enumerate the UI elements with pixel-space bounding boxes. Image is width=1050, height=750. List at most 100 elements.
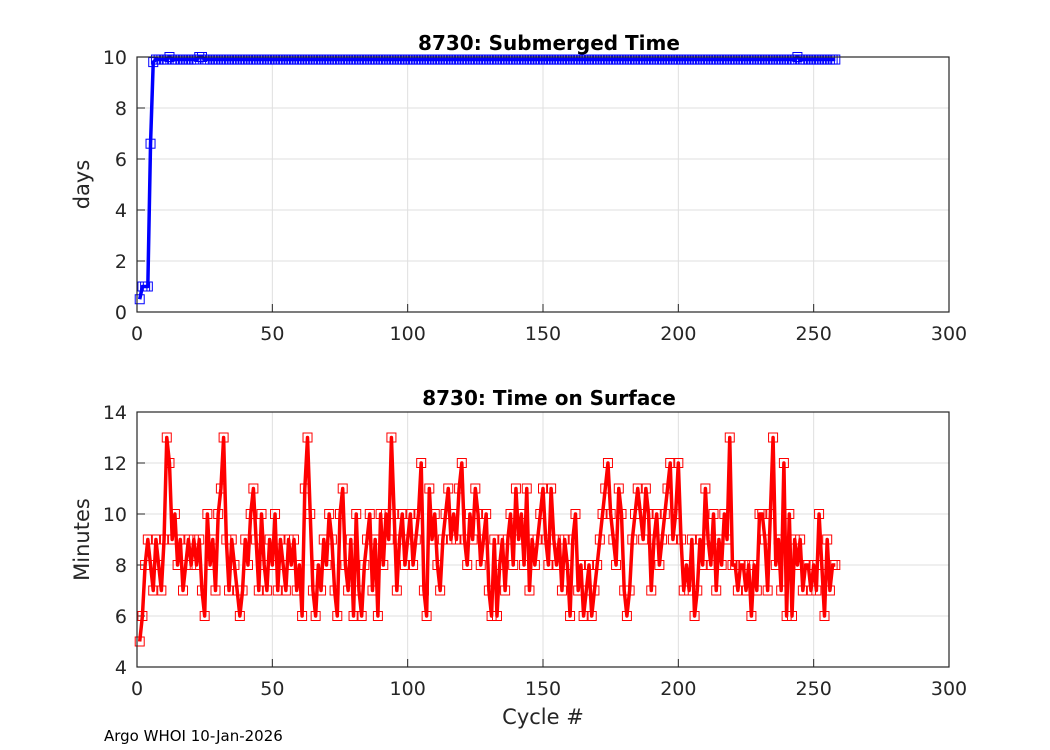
data-point-marker: [169, 509, 180, 519]
data-point-marker: [605, 509, 616, 519]
data-point-marker: [602, 458, 613, 468]
data-point-marker: [448, 509, 459, 519]
x-tick-label: 100: [390, 678, 426, 700]
data-point-marker: [137, 611, 148, 621]
data-point-marker: [270, 509, 281, 519]
data-point-marker: [378, 560, 389, 570]
data-point-marker: [619, 585, 630, 596]
surface-time-axes: 0 50 100 150 200 250 300 4 6 8 10 12 14 8730: Time on…: [70, 386, 967, 729]
data-point-marker: [481, 509, 492, 519]
data-point-marker: [757, 509, 768, 519]
y-tick-label: 6: [115, 606, 127, 628]
data-point-marker: [616, 509, 627, 519]
data-point-marker: [478, 534, 489, 545]
data-point-marker: [316, 585, 327, 596]
data-point-marker: [205, 560, 216, 570]
data-point-marker: [814, 509, 825, 519]
data-point-marker: [738, 560, 749, 570]
data-point-marker: [213, 509, 224, 519]
data-point-marker: [362, 534, 373, 545]
footer-text: Argo WHOI 10-Jan-2026: [104, 727, 283, 745]
data-point-marker: [375, 509, 386, 519]
data-point-marker: [789, 54, 800, 65]
data-point-marker: [803, 560, 814, 570]
data-point-marker: [600, 483, 611, 494]
data-point-marker: [215, 483, 226, 494]
data-point-marker: [713, 534, 724, 545]
data-point-marker: [621, 611, 632, 621]
data-point-marker: [559, 534, 570, 545]
data-point-marker: [383, 534, 394, 545]
data-point-marker: [608, 534, 619, 545]
data-point-marker: [489, 534, 500, 545]
x-tick-label: 100: [390, 323, 426, 345]
data-point-marker: [640, 483, 651, 494]
data-point-marker: [475, 560, 486, 570]
data-point-marker: [253, 585, 264, 596]
data-point-marker: [741, 585, 751, 596]
data-point-marker: [716, 560, 727, 570]
x-tick-label: 50: [260, 678, 284, 700]
data-point-marker: [134, 294, 145, 305]
data-point-marker: [538, 483, 548, 494]
y-tick-label: 8: [115, 98, 127, 120]
data-point-marker: [546, 483, 557, 494]
data-point-marker: [768, 432, 779, 443]
data-point-marker: [188, 534, 199, 545]
data-point-marker: [191, 560, 202, 570]
data-point-marker: [751, 585, 762, 596]
data-point-marker: [335, 509, 345, 519]
y-tick-label: 10: [103, 504, 127, 526]
data-point-marker: [778, 458, 789, 468]
data-point-marker: [467, 534, 478, 545]
data-point-marker: [286, 560, 297, 570]
axes-box: [136, 56, 950, 313]
data-point-marker: [391, 585, 402, 596]
data-point-marker: [134, 636, 145, 647]
data-point-marker: [543, 560, 554, 570]
data-point-marker: [183, 534, 194, 545]
x-tick-label: 250: [796, 323, 832, 345]
data-point-marker: [513, 534, 524, 545]
data-point-marker: [294, 560, 305, 570]
data-point-marker: [551, 560, 562, 570]
data-point-marker: [630, 509, 641, 519]
data-point-marker: [359, 560, 370, 570]
data-point-marker: [470, 483, 481, 494]
data-point-marker: [824, 585, 835, 596]
data-point-marker: [565, 611, 576, 621]
data-point-marker: [229, 560, 240, 570]
data-point-marker: [510, 483, 521, 494]
data-point-marker: [473, 509, 484, 519]
y-axis-label: days: [70, 160, 94, 210]
data-point-marker: [708, 509, 719, 519]
data-point-marker: [711, 585, 722, 596]
y-tick-label: 0: [115, 302, 127, 324]
data-point-marker: [451, 534, 462, 545]
x-tick-label: 200: [660, 323, 696, 345]
data-point-marker: [500, 585, 511, 596]
data-point-marker: [765, 509, 776, 519]
data-point-marker: [454, 483, 465, 494]
data-point-marker: [318, 534, 329, 545]
data-point-marker: [540, 534, 551, 545]
chart-title: 8730: Submerged Time: [418, 31, 680, 55]
data-point-marker: [261, 585, 272, 596]
data-point-marker: [351, 509, 362, 519]
data-point-marker: [242, 560, 253, 570]
data-point-marker: [191, 54, 202, 65]
data-point-marker: [408, 560, 419, 570]
data-point-marker: [822, 534, 833, 545]
data-point-marker: [491, 611, 502, 621]
data-point-marker: [324, 509, 335, 519]
data-point-marker: [251, 534, 262, 545]
data-point-marker: [578, 611, 589, 621]
data-point-marker: [686, 534, 697, 545]
data-point-marker: [348, 611, 359, 621]
data-point-marker: [283, 534, 294, 545]
data-point-marker: [529, 560, 540, 570]
data-point-marker: [178, 585, 189, 596]
data-point-marker: [224, 585, 235, 596]
data-point-marker: [789, 534, 800, 545]
data-point-marker: [381, 509, 392, 519]
